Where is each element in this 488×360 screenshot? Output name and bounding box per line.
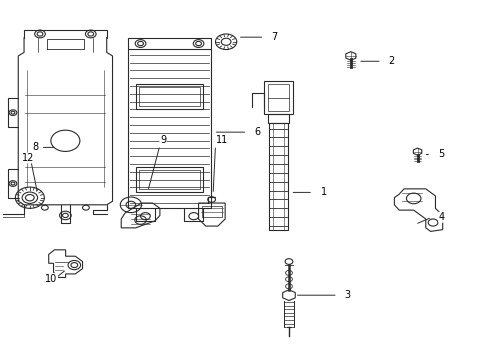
Text: 11: 11 [215,135,227,145]
Bar [136,84,203,109]
Bar [139,170,200,189]
Text: 9: 9 [160,135,166,145]
Text: 8: 8 [33,143,39,152]
Text: 7: 7 [270,32,277,42]
Bar [136,167,203,192]
Text: 6: 6 [254,127,260,137]
Bar [264,81,292,114]
Bar [139,87,200,106]
Bar [268,123,287,230]
Text: 10: 10 [45,274,58,284]
Bar [202,206,222,217]
Bar [267,84,288,111]
Text: 3: 3 [344,290,349,300]
Text: 4: 4 [438,212,444,222]
Text: 5: 5 [437,149,443,159]
Text: 12: 12 [22,153,35,163]
Text: 2: 2 [388,56,394,66]
Bar [267,114,288,123]
Text: 1: 1 [320,188,326,197]
